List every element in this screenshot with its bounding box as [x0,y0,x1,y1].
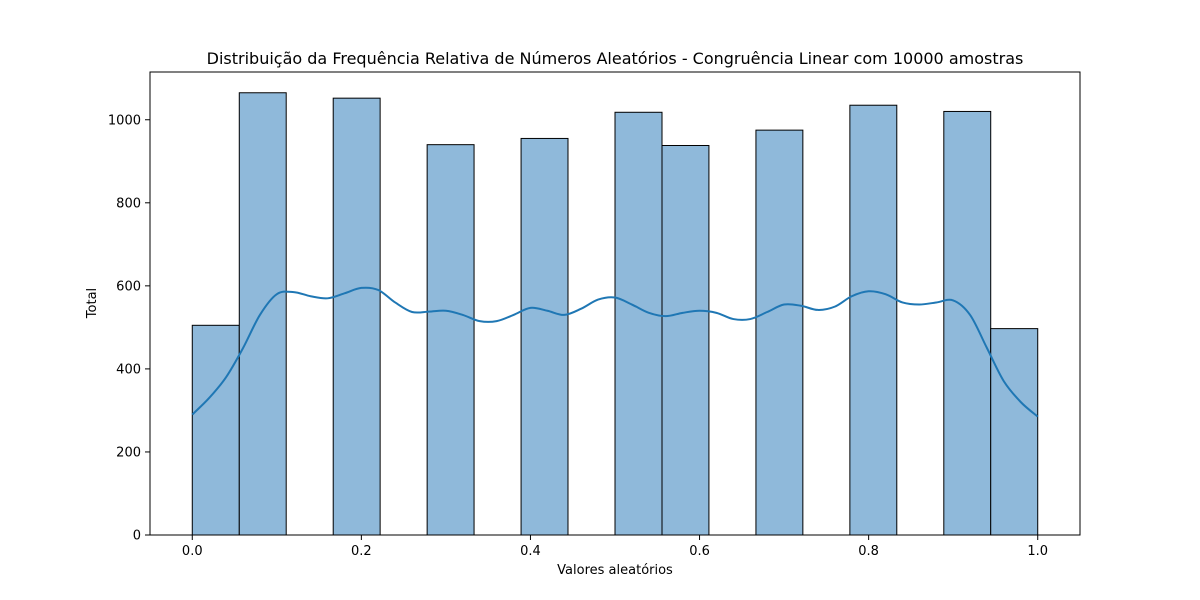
y-tick-label-5: 1000 [108,113,141,128]
histogram-bar-5 [614,111,663,536]
x-axis-label: Valores aleatórios [557,563,673,578]
y-ticks-group: 0 200 400 600 800 1000 [108,113,150,544]
histogram-bar-10 [990,328,1039,536]
chart-title: Distribuição da Frequência Relativa de N… [207,49,1024,68]
histogram-bar-6 [661,144,710,536]
x-tick-label-1: 0.2 [351,544,372,559]
y-tick-label-4: 800 [116,196,141,211]
histogram-bar-0 [191,324,240,536]
x-tick-label-3: 0.6 [689,544,710,559]
histogram-bar-9 [943,110,992,536]
histogram-bar-3 [426,144,475,536]
y-tick-label-3: 600 [116,279,141,294]
plot-frame [149,71,1081,536]
y-tick-label-2: 400 [116,362,141,377]
kde-curve [191,286,1039,418]
x-tick-label-4: 0.8 [858,544,879,559]
histogram-bar-2 [332,97,381,536]
x-ticks-group: 0.0 0.2 0.4 0.6 0.8 1.0 [182,535,1048,559]
y-tick-label-1: 200 [116,445,141,460]
histogram-bar-4 [520,137,569,536]
x-tick-label-2: 0.4 [520,544,541,559]
histogram-bar-1 [238,92,287,536]
histogram-bar-7 [755,129,804,536]
y-axis-label: Total [85,288,100,319]
axes-group [149,71,1081,536]
y-tick-label-0: 0 [133,529,141,544]
bars-group [191,92,1039,536]
x-tick-label-0: 0.0 [182,544,203,559]
x-tick-label-5: 1.0 [1027,544,1048,559]
histogram-bar-8 [849,104,898,536]
